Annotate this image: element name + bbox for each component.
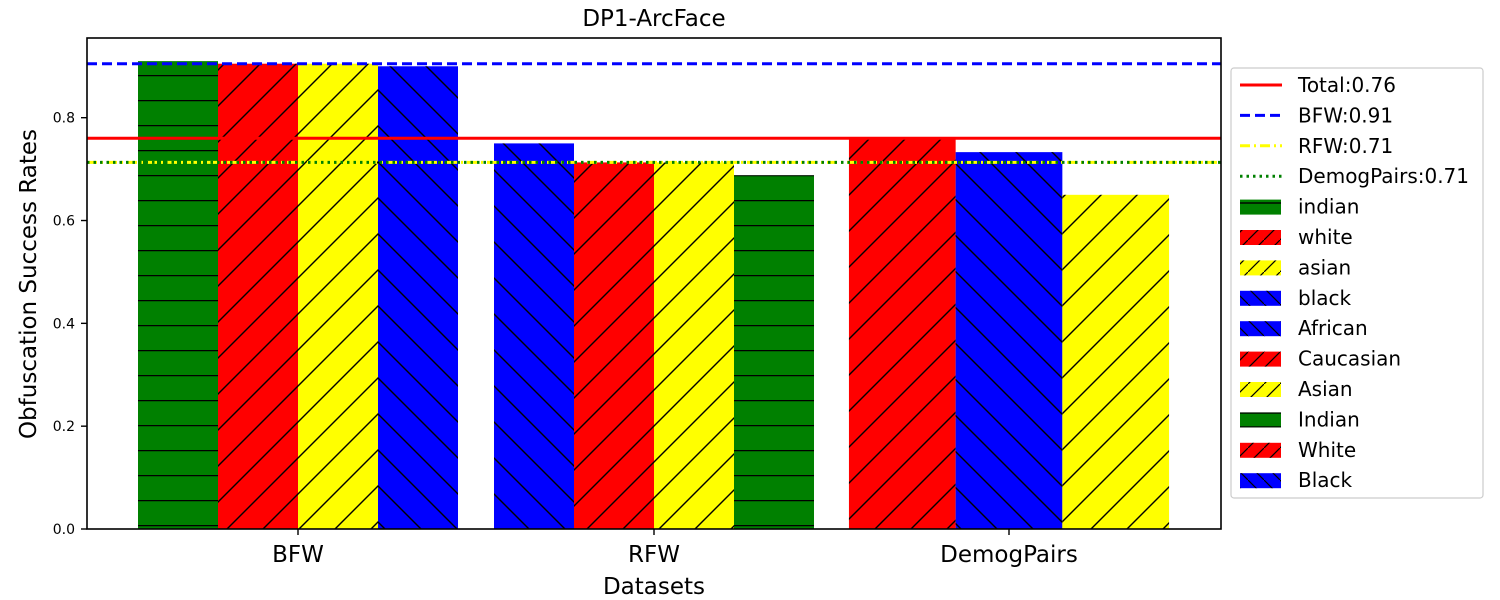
legend-label: white — [1298, 225, 1353, 249]
legend-label: Indian — [1298, 407, 1360, 431]
legend-frame — [1230, 67, 1484, 499]
legend-patch-hatch — [1240, 321, 1281, 337]
y-tick-label: 0.8 — [53, 111, 75, 127]
y-axis-label: Obfuscation Success Rates — [16, 129, 42, 439]
bar-hatch-bfw-asian — [298, 63, 378, 529]
legend-item-asian: asian — [1240, 255, 1351, 279]
legend-item-african: African — [1240, 316, 1368, 340]
legend-label: black — [1298, 286, 1352, 310]
reference-lines-layer — [87, 62, 1221, 164]
bar-hatch-bfw-white — [218, 63, 298, 529]
y-tick-label: 0.6 — [53, 214, 75, 230]
legend-item-caucasian: Caucasian — [1240, 347, 1401, 371]
y-tick-label: 0.0 — [53, 522, 75, 538]
legend-item-asian: Asian — [1240, 377, 1353, 401]
legend-label: indian — [1298, 195, 1359, 219]
legend-item-total: Total:0.76 — [1240, 73, 1396, 97]
legend-label: White — [1298, 438, 1356, 462]
chart-title: DP1-ArcFace — [582, 6, 725, 32]
legend-label: Total:0.76 — [1297, 73, 1396, 97]
legend-label: Black — [1298, 468, 1353, 492]
legend-item-white: White — [1240, 438, 1356, 462]
y-tick-label: 0.4 — [53, 316, 75, 332]
legend-label: RFW:0.71 — [1298, 134, 1393, 158]
bar-hatch-bfw-indian — [138, 61, 218, 529]
legend-patch-hatch — [1240, 473, 1281, 489]
legend-item-indian: indian — [1240, 195, 1359, 219]
legend-label: asian — [1298, 255, 1351, 279]
legend: Total:0.76 BFW:0.91 RFW:0.71 DemogPairs:0.7… — [1230, 67, 1484, 499]
legend-patch-hatch — [1240, 412, 1281, 428]
bars-layer — [138, 61, 1170, 529]
bar-hatch-rfw-indian — [734, 175, 814, 529]
legend-item-black: Black — [1240, 468, 1353, 492]
x-tick-label: RFW — [628, 542, 680, 568]
bar-hatch-bfw-black — [378, 66, 458, 529]
x-tick-label: DemogPairs — [940, 542, 1078, 568]
legend-patch-hatch — [1240, 382, 1281, 397]
legend-patch-hatch — [1240, 199, 1281, 215]
legend-item-rfw: RFW:0.71 — [1240, 134, 1393, 158]
legend-patch-hatch — [1240, 351, 1281, 367]
legend-patch-hatch — [1240, 442, 1281, 458]
bar-hatch-demogpairs-white — [848, 137, 956, 529]
legend-item-demogpairs: DemogPairs:0.71 — [1240, 164, 1469, 188]
y-axis: 0.0 0.2 0.4 0.6 0.8 — [53, 111, 87, 538]
bar-hatch-rfw-african — [494, 143, 574, 529]
legend-label: BFW:0.91 — [1298, 103, 1393, 127]
legend-item-white: white — [1240, 225, 1353, 249]
x-tick-label: BFW — [272, 542, 324, 568]
legend-patch-hatch — [1240, 230, 1281, 245]
x-axis-label: Datasets — [603, 574, 705, 600]
y-tick-label: 0.2 — [53, 419, 75, 435]
bar-hatch-rfw-asian — [654, 162, 734, 529]
legend-label: African — [1298, 316, 1368, 340]
legend-label: DemogPairs:0.71 — [1298, 164, 1469, 188]
legend-item-bfw: BFW:0.91 — [1240, 103, 1393, 127]
legend-patch-hatch — [1240, 260, 1281, 276]
legend-label: Asian — [1298, 377, 1353, 401]
bar-hatch-demogpairs-asian — [1062, 194, 1170, 529]
bar-hatch-demogpairs-black — [955, 152, 1063, 529]
legend-patch-hatch — [1240, 290, 1281, 306]
bar-hatch-rfw-caucasian — [574, 162, 654, 529]
legend-item-black: black — [1240, 286, 1352, 310]
legend-label: Caucasian — [1298, 347, 1401, 371]
x-axis: BFW RFW DemogPairs — [272, 529, 1078, 568]
legend-item-indian: Indian — [1240, 407, 1360, 431]
